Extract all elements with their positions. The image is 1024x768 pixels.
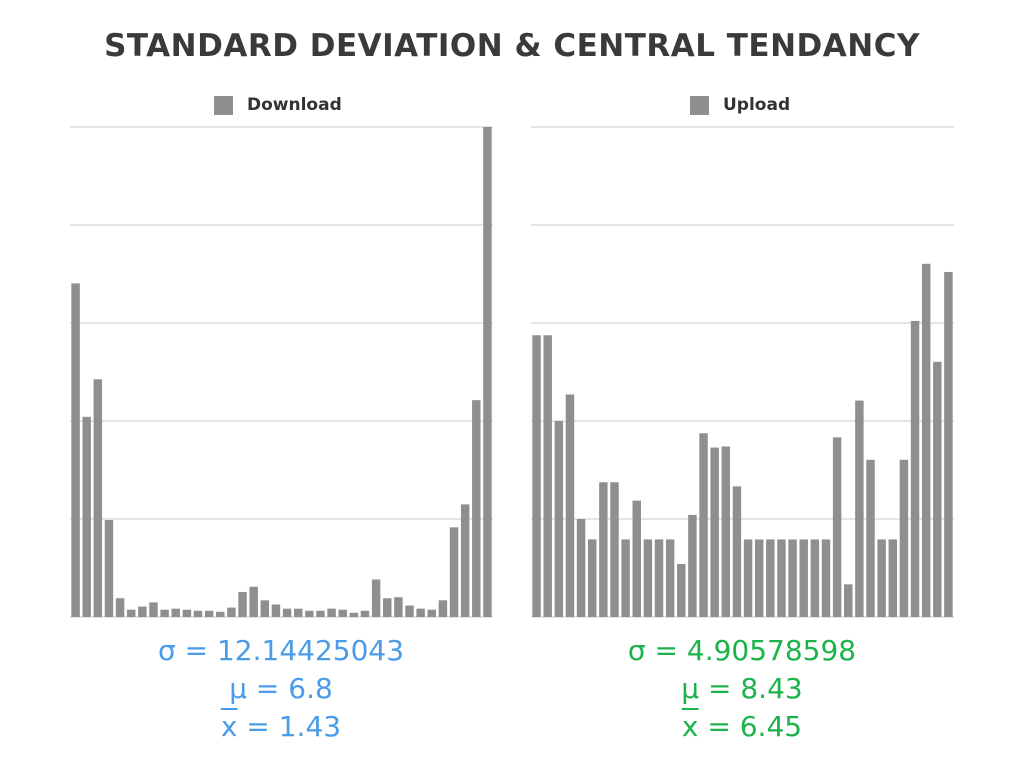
- download-chart: [70, 126, 493, 618]
- upload-bar: [599, 482, 608, 617]
- download-sigma: σ = 12.14425043: [157, 634, 405, 667]
- upload-sigma: σ = 4.90578598: [627, 634, 857, 667]
- upload-xbar-value: = 6.45: [698, 710, 803, 743]
- upload-bar: [888, 539, 898, 617]
- upload-bar: [777, 539, 786, 617]
- upload-bar: [788, 539, 797, 617]
- download-stats: σ = 12.14425043 μ = 6.8 x = 1.43: [51, 632, 511, 746]
- upload-bar: [654, 539, 664, 617]
- upload-bar: [710, 447, 719, 617]
- download-bar: [115, 598, 125, 617]
- download-bar: [360, 610, 370, 617]
- download-bar: [449, 527, 459, 617]
- download-bar: [460, 504, 470, 617]
- upload-bar: [832, 437, 842, 617]
- download-median: x = 1.43: [51, 708, 511, 746]
- download-bar: [349, 612, 359, 617]
- download-bar: [327, 608, 336, 617]
- download-bar: [249, 586, 258, 617]
- download-bar: [416, 608, 425, 617]
- download-bar: [316, 610, 325, 617]
- upload-bar: [877, 539, 886, 617]
- upload-bar: [543, 335, 552, 617]
- upload-mu: μ = 8.43: [681, 672, 803, 705]
- upload-bar: [866, 459, 875, 617]
- download-bar: [126, 609, 136, 617]
- upload-bar: [532, 335, 541, 617]
- download-bar: [182, 609, 192, 617]
- download-bar: [227, 607, 236, 617]
- upload-legend: Upload: [690, 94, 790, 116]
- upload-xbar-symbol: x: [681, 710, 699, 743]
- download-bar: [383, 598, 392, 617]
- upload-bar: [855, 400, 864, 617]
- download-bar: [472, 400, 481, 617]
- upload-bar: [844, 584, 853, 617]
- upload-bar: [665, 539, 675, 617]
- download-bar: [104, 520, 114, 617]
- download-bar: [293, 608, 303, 617]
- download-bar: [238, 591, 247, 617]
- upload-bar: [643, 539, 653, 617]
- upload-bar: [810, 539, 820, 617]
- upload-bar: [632, 500, 641, 618]
- upload-bar: [554, 421, 564, 617]
- upload-bar: [699, 433, 708, 617]
- upload-bar: [754, 539, 764, 617]
- upload-bar: [799, 539, 808, 617]
- upload-bar: [677, 563, 686, 617]
- download-bar: [82, 416, 91, 617]
- download-bar: [171, 608, 180, 617]
- download-bar: [394, 597, 403, 617]
- download-bar: [305, 610, 314, 617]
- upload-bar: [576, 519, 586, 617]
- upload-legend-swatch: [690, 95, 709, 115]
- download-bar: [260, 600, 270, 617]
- download-mu: μ = 6.8: [229, 672, 333, 705]
- download-xbar-value: = 1.43: [237, 710, 342, 743]
- download-bar: [216, 611, 225, 617]
- upload-median: x = 6.45: [512, 708, 972, 746]
- page-title: STANDARD DEVIATION & CENTRAL TENDANCY: [104, 28, 920, 64]
- upload-bar: [921, 263, 931, 617]
- upload-legend-label: Upload: [723, 95, 791, 115]
- upload-bar: [721, 446, 731, 617]
- upload-bar: [910, 320, 920, 617]
- download-bar: [371, 579, 381, 617]
- download-bar: [93, 379, 103, 617]
- download-bar: [204, 610, 214, 617]
- upload-chart: [531, 126, 954, 618]
- download-bar: [71, 283, 80, 617]
- download-bar: [338, 609, 347, 617]
- upload-bar: [565, 394, 575, 617]
- download-bar: [405, 605, 414, 617]
- download-legend: Download: [214, 94, 342, 116]
- download-legend-swatch: [214, 95, 233, 115]
- download-bar: [138, 606, 147, 617]
- download-bar: [160, 609, 169, 617]
- download-bar: [149, 602, 158, 617]
- upload-bar: [766, 539, 775, 617]
- upload-bar: [821, 539, 831, 617]
- upload-stats: σ = 4.90578598 μ = 8.43 x = 6.45: [512, 632, 972, 746]
- download-bar: [427, 609, 437, 617]
- upload-bar: [743, 539, 753, 617]
- download-bar: [438, 600, 448, 617]
- upload-bar: [933, 361, 942, 617]
- upload-bar: [899, 459, 909, 617]
- download-bar: [271, 604, 281, 617]
- download-bar: [282, 608, 292, 617]
- upload-bar: [610, 482, 619, 617]
- upload-bar: [732, 486, 742, 617]
- upload-bar: [587, 539, 597, 617]
- upload-bar: [688, 514, 697, 617]
- download-bar: [193, 610, 203, 617]
- download-legend-label: Download: [247, 95, 342, 115]
- upload-bar: [621, 539, 630, 617]
- download-xbar-symbol: x: [220, 710, 238, 743]
- download-bar: [483, 127, 492, 617]
- upload-bar: [944, 271, 953, 617]
